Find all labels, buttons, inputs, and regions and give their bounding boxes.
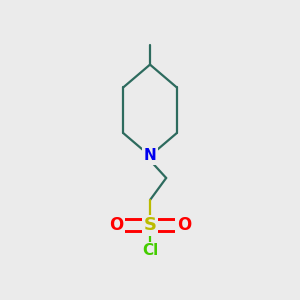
- Text: O: O: [177, 216, 191, 234]
- Text: O: O: [109, 216, 123, 234]
- Text: S: S: [143, 216, 157, 234]
- Text: Cl: Cl: [142, 243, 158, 258]
- Text: N: N: [144, 148, 156, 164]
